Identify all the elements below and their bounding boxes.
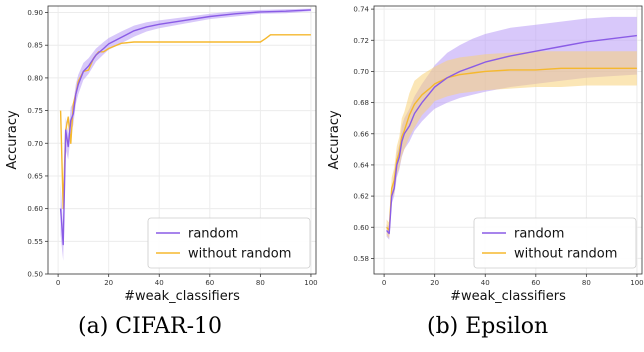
y-tick-label: 0.58 xyxy=(353,255,369,263)
y-tick-label: 0.72 xyxy=(353,37,369,45)
x-tick-label: 40 xyxy=(155,279,164,287)
legend-label-without-random: without random xyxy=(188,247,291,262)
confidence-band-random xyxy=(386,16,637,240)
chart-cifar10-svg: 0 20 40 60 80 100 0.50 0.55 0.60 0.65 0.70 0.75 0.80… xyxy=(5,5,318,304)
caption-epsilon: (b) Epsilon xyxy=(427,314,549,339)
series-line-random xyxy=(59,9,311,246)
y-tick-label: 0.90 xyxy=(27,9,43,17)
x-tick-label: 80 xyxy=(256,279,265,287)
x-tick-label: 20 xyxy=(104,279,113,287)
caption-cifar10: (a) CIFAR-10 xyxy=(78,314,223,339)
x-axis-label: #weak_classifiers xyxy=(450,289,566,304)
x-axis-label: #weak_classifiers xyxy=(124,289,240,304)
chart-cifar10: 0 20 40 60 80 100 0.50 0.55 0.60 0.65 0.70 0.75 0.80… xyxy=(0,0,322,304)
y-tick-label: 0.65 xyxy=(27,172,43,180)
plot-frame xyxy=(373,5,643,275)
y-axis-label: Accuracy xyxy=(327,110,342,170)
y-tick-label: 0.60 xyxy=(353,224,369,232)
x-tick-label: 40 xyxy=(481,279,490,287)
legend-label-without-random: without random xyxy=(514,247,617,262)
series-line-random xyxy=(386,34,637,235)
y-tick-label: 0.66 xyxy=(353,130,369,138)
x-tick-label: 100 xyxy=(630,279,643,287)
chart-epsilon: 0 20 40 60 80 100 0.58 0.60 0.62 0.64 0.66 0.68 0.70… xyxy=(322,0,644,304)
x-tick-label: 100 xyxy=(304,279,317,287)
y-tick-label: 0.74 xyxy=(353,6,369,14)
x-tick-label: 20 xyxy=(430,279,439,287)
y-tick-label: 0.68 xyxy=(353,99,369,107)
series-line-without-random xyxy=(59,34,311,210)
y-tick-label: 0.50 xyxy=(27,271,43,279)
x-tick-label: 60 xyxy=(531,279,540,287)
y-axis-label: Accuracy xyxy=(5,110,20,170)
grid xyxy=(48,6,316,275)
y-tick-label: 0.85 xyxy=(27,42,43,50)
y-tick-label: 0.62 xyxy=(353,193,369,201)
y-tick-label: 0.80 xyxy=(27,74,43,82)
legend-label-random: random xyxy=(514,227,564,242)
plot-frame xyxy=(47,5,317,275)
x-tick-label: 80 xyxy=(582,279,591,287)
legend-label-random: random xyxy=(188,227,238,242)
x-tick-label: 0 xyxy=(382,279,386,287)
x-tick-label: 0 xyxy=(56,279,60,287)
series-line-without-random xyxy=(386,67,637,232)
y-tick-label: 0.64 xyxy=(353,161,369,169)
y-tick-label: 0.75 xyxy=(27,107,43,115)
y-tick-label: 0.70 xyxy=(353,68,369,76)
x-tick-label: 60 xyxy=(205,279,214,287)
legend-box xyxy=(147,217,311,269)
legend: random without random xyxy=(473,217,637,269)
confidence-band-without-random xyxy=(386,51,637,239)
y-tick-label: 0.60 xyxy=(27,205,43,213)
legend-box xyxy=(473,217,637,269)
chart-epsilon-svg: 0 20 40 60 80 100 0.58 0.60 0.62 0.64 0.66 0.68 0.70… xyxy=(327,5,644,304)
y-tick-label: 0.55 xyxy=(27,238,43,246)
y-tick-label: 0.70 xyxy=(27,140,43,148)
legend: random without random xyxy=(147,217,311,269)
